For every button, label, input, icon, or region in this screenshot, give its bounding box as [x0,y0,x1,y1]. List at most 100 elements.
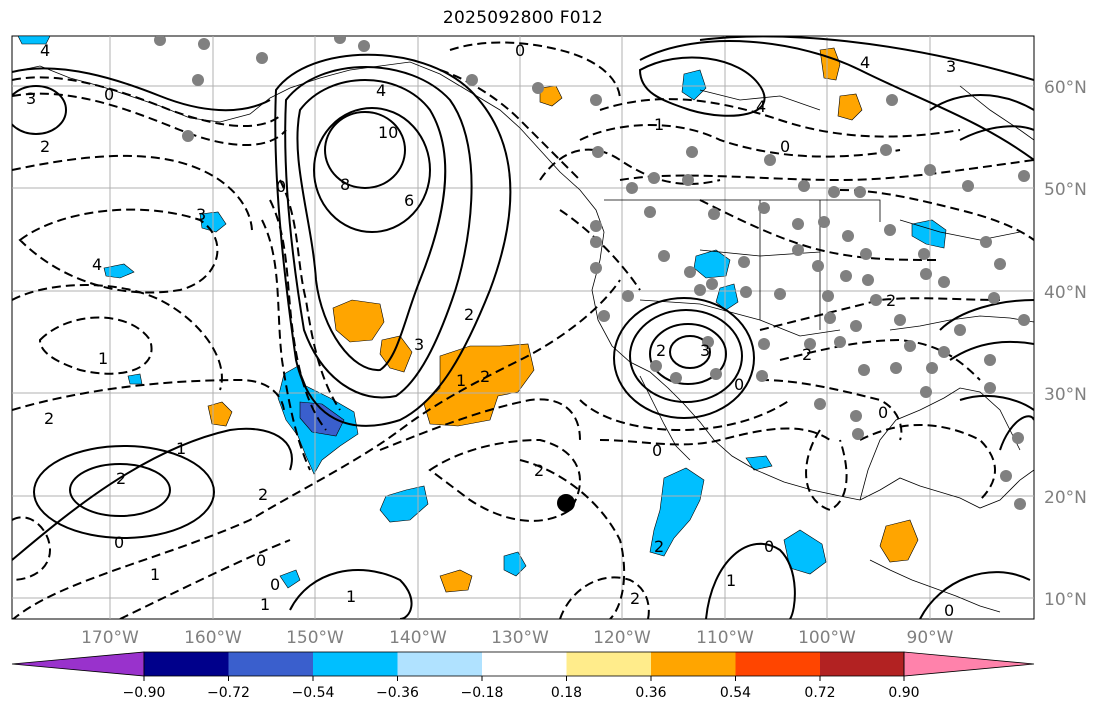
contour-label: 4 [40,41,50,60]
colorbar-max-extension [903,651,1035,677]
colorbar-segment [735,652,820,676]
blue-anomaly-region [681,69,707,101]
contour-label: 0 [780,137,790,156]
contour-label: 1 [346,587,356,606]
colorbar-segment [566,652,651,676]
contour-label: 2 [116,469,126,488]
contour-label: 2 [656,341,666,360]
longitude-labels: 170°W 160°W 150°W 140°W 130°W 120°W 110°… [81,628,954,648]
blue-anomaly-region [649,467,705,557]
colorbar-tick-label: −0.36 [376,685,419,701]
contour-label: 3 [414,335,424,354]
contour-label: 3 [946,57,956,76]
blue-anomaly-region [17,36,51,45]
gridlines [12,36,1034,619]
contour-label: 0 [944,601,954,620]
colorbar-segment [651,652,736,676]
contour-label: 8 [340,175,350,194]
colorbar-segment [820,652,904,676]
dashed-contours [12,41,1034,619]
contour-label: 1 [98,349,108,368]
colorbar-ticks [143,676,905,681]
lon-tick-label: 170°W [81,628,139,648]
colorbar-segment [144,652,229,676]
blue-anomaly-region [279,569,301,589]
contour-label: 4 [756,97,766,116]
colorbar-tick-label: 0.36 [635,685,666,701]
lat-tick-label: 60°N [1044,78,1087,98]
solid-contours [12,36,1034,619]
colorbar-segment [313,652,398,676]
dark-blue-anomaly-region [299,401,345,437]
colorbar: −0.90 −0.72 −0.54 −0.36 −0.18 0.18 0.36 … [11,651,1035,701]
contour-label: 0 [114,533,124,552]
contour-label: 0 [764,537,774,556]
contour-label: 1 [726,571,736,590]
contour-label: 2 [480,367,490,386]
orange-anomaly-region [332,299,385,343]
contour-label: 0 [104,85,114,104]
lat-tick-label: 10°N [1044,590,1087,610]
lon-tick-label: 130°W [491,628,549,648]
blue-anomaly-region [379,485,429,523]
contour-label: 0 [515,41,525,60]
latitude-labels: 60°N 50°N 40°N 30°N 20°N 10°N [1044,78,1087,610]
contour-label: 0 [270,575,280,594]
colorbar-tick-label: −0.54 [292,685,335,701]
contour-label: 2 [654,537,664,556]
storm-center-marker [557,494,575,512]
orange-anomaly-region [879,519,919,563]
contour-label: 0 [878,403,888,422]
lat-tick-label: 50°N [1044,180,1087,200]
colorbar-segment [482,652,567,676]
contour-label: 1 [456,371,466,390]
colorbar-tick-label: −0.72 [207,685,250,701]
colorbar-min-extension [11,651,145,677]
lon-tick-label: 100°W [798,628,856,648]
contour-label: 1 [260,595,270,614]
lon-tick-label: 120°W [593,628,651,648]
contour-label: 2 [534,461,544,480]
blue-anomaly-region [911,219,947,249]
lat-tick-label: 30°N [1044,385,1087,405]
blue-anomaly-region [103,263,135,279]
colorbar-tick-label: 0.54 [720,685,751,701]
contour-label: 0 [276,177,286,196]
contour-label: 6 [404,191,414,210]
contour-label: 4 [860,53,870,72]
contour-label: 0 [652,441,662,460]
orange-anomaly-region [439,569,473,593]
contour-label: 1 [150,565,160,584]
contour-label: 4 [92,255,102,274]
lon-tick-label: 160°W [184,628,242,648]
lon-tick-label: 140°W [389,628,447,648]
colorbar-tick-label: 0.72 [804,685,835,701]
lon-tick-label: 90°W [907,628,954,648]
lat-tick-label: 20°N [1044,488,1087,508]
contour-label: 10 [378,123,398,142]
contour-label: 3 [26,89,36,108]
colorbar-outline [143,651,905,677]
station-markers [154,36,1030,510]
contour-label: 2 [44,409,54,428]
contour-label: 2 [40,137,50,156]
contour-label: 1 [654,115,664,134]
colorbar-segment [228,652,313,676]
contour-label: 4 [376,81,386,100]
lon-tick-label: 110°W [696,628,754,648]
contour-label: 2 [258,485,268,504]
colorbar-segment [397,652,482,676]
colorbar-tick-label: −0.90 [123,685,166,701]
contour-label: 2 [630,589,640,608]
contour-label: 3 [196,205,206,224]
chart-title: 2025092800 F012 [442,8,604,28]
contour-label: 0 [734,375,744,394]
blue-anomaly-region [745,455,773,471]
colorbar-tick-label: −0.18 [461,685,504,701]
contour-labels: 4 0 3 2 10 8 6 4 3 1 2 4 0 2 3 2 1 2 1 3… [26,41,956,620]
contour-label: 1 [176,439,186,458]
lon-tick-label: 150°W [286,628,344,648]
lat-tick-label: 40°N [1044,283,1087,303]
contour-label: 2 [886,291,896,310]
